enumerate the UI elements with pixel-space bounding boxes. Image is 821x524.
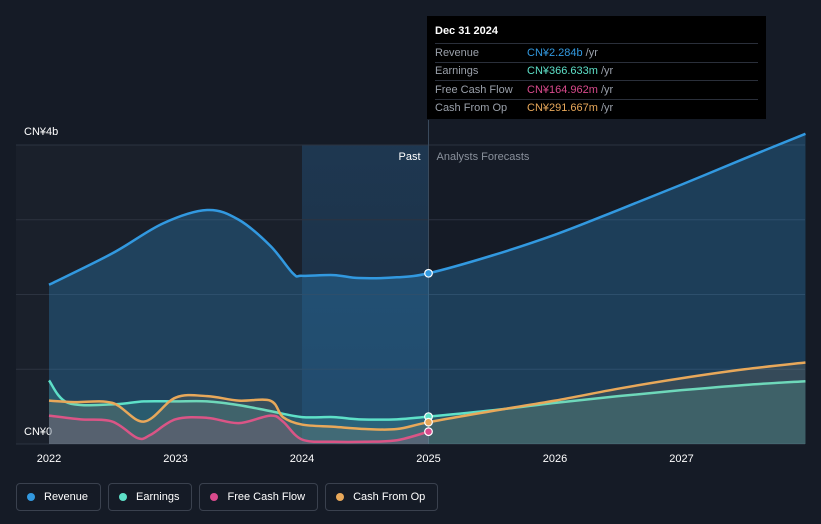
legend-item-revenue[interactable]: Revenue — [16, 483, 102, 511]
tooltip-row-value: CN¥291.667m — [527, 102, 598, 115]
tooltip-row-unit: /yr — [600, 65, 614, 78]
y-axis-bottom-label: CN¥0 — [24, 426, 52, 438]
legend-label: Cash From Op — [353, 491, 426, 503]
tooltip-row: Earnings CN¥366.633m/yr — [435, 61, 758, 81]
marker-free-cash-flow — [424, 427, 433, 437]
series-area-earnings — [49, 380, 806, 444]
tooltip-row: Free Cash Flow CN¥164.962m/yr — [435, 80, 758, 99]
x-tick-label: 2023 — [163, 453, 187, 465]
series-area-cash-from-op — [49, 362, 806, 444]
tooltip-row-value: CN¥366.633m — [527, 65, 598, 78]
tooltip-row-label: Free Cash Flow — [435, 83, 513, 96]
legend-label: Earnings — [136, 491, 180, 503]
tooltip-row: Cash From Op CN¥291.667m/yr — [435, 98, 758, 118]
tooltip-row-label: Revenue — [435, 46, 480, 59]
tooltip-row-label: Earnings — [435, 65, 479, 78]
x-tick-label: 2022 — [37, 453, 61, 465]
series-line-cash-from-op — [48, 361, 806, 431]
tooltip-row-unit: /yr — [600, 83, 614, 96]
past-label: Past — [398, 151, 420, 163]
legend-dot-icon — [119, 493, 128, 501]
series-line-revenue — [48, 132, 806, 286]
legend-label: Revenue — [44, 491, 89, 503]
x-tick-label: 2024 — [290, 453, 314, 465]
series-line-earnings — [47, 379, 806, 421]
legend-item-cash-from-op[interactable]: Cash From Op — [325, 483, 439, 511]
x-tick-label: 2027 — [669, 453, 693, 465]
tooltip-row-unit: /yr — [600, 102, 614, 115]
legend: Revenue Earnings Free Cash Flow Cash From O… — [16, 483, 439, 511]
marker-revenue — [424, 268, 433, 278]
marker-cash-from-op — [424, 417, 433, 427]
y-axis-top-label: CN¥4b — [24, 126, 58, 138]
tooltip-row-label: Cash From Op — [435, 102, 508, 115]
series-area-free-cash-flow — [49, 415, 429, 444]
legend-dot-icon — [27, 493, 35, 501]
x-tick-label: 2025 — [416, 453, 440, 465]
legend-item-free-cash-flow[interactable]: Free Cash Flow — [199, 483, 319, 511]
forecast-label: Analysts Forecasts — [437, 151, 530, 163]
legend-dot-icon — [336, 493, 345, 501]
tooltip: Dec 31 2024 Revenue CN¥2.284b/yr Earnings C… — [427, 16, 766, 119]
legend-label: Free Cash Flow — [227, 491, 306, 503]
tooltip-row-value: CN¥2.284b — [527, 46, 583, 59]
tooltip-row-unit: /yr — [585, 46, 598, 59]
series-line-free-cash-flow — [48, 414, 429, 444]
tooltip-date: Dec 31 2024 — [435, 25, 498, 37]
x-tick-label: 2026 — [543, 453, 567, 465]
legend-item-earnings[interactable]: Earnings — [108, 483, 193, 511]
tooltip-row: Revenue CN¥2.284b/yr — [435, 43, 758, 62]
legend-dot-icon — [210, 493, 219, 501]
tooltip-row-value: CN¥164.962m — [527, 83, 598, 96]
